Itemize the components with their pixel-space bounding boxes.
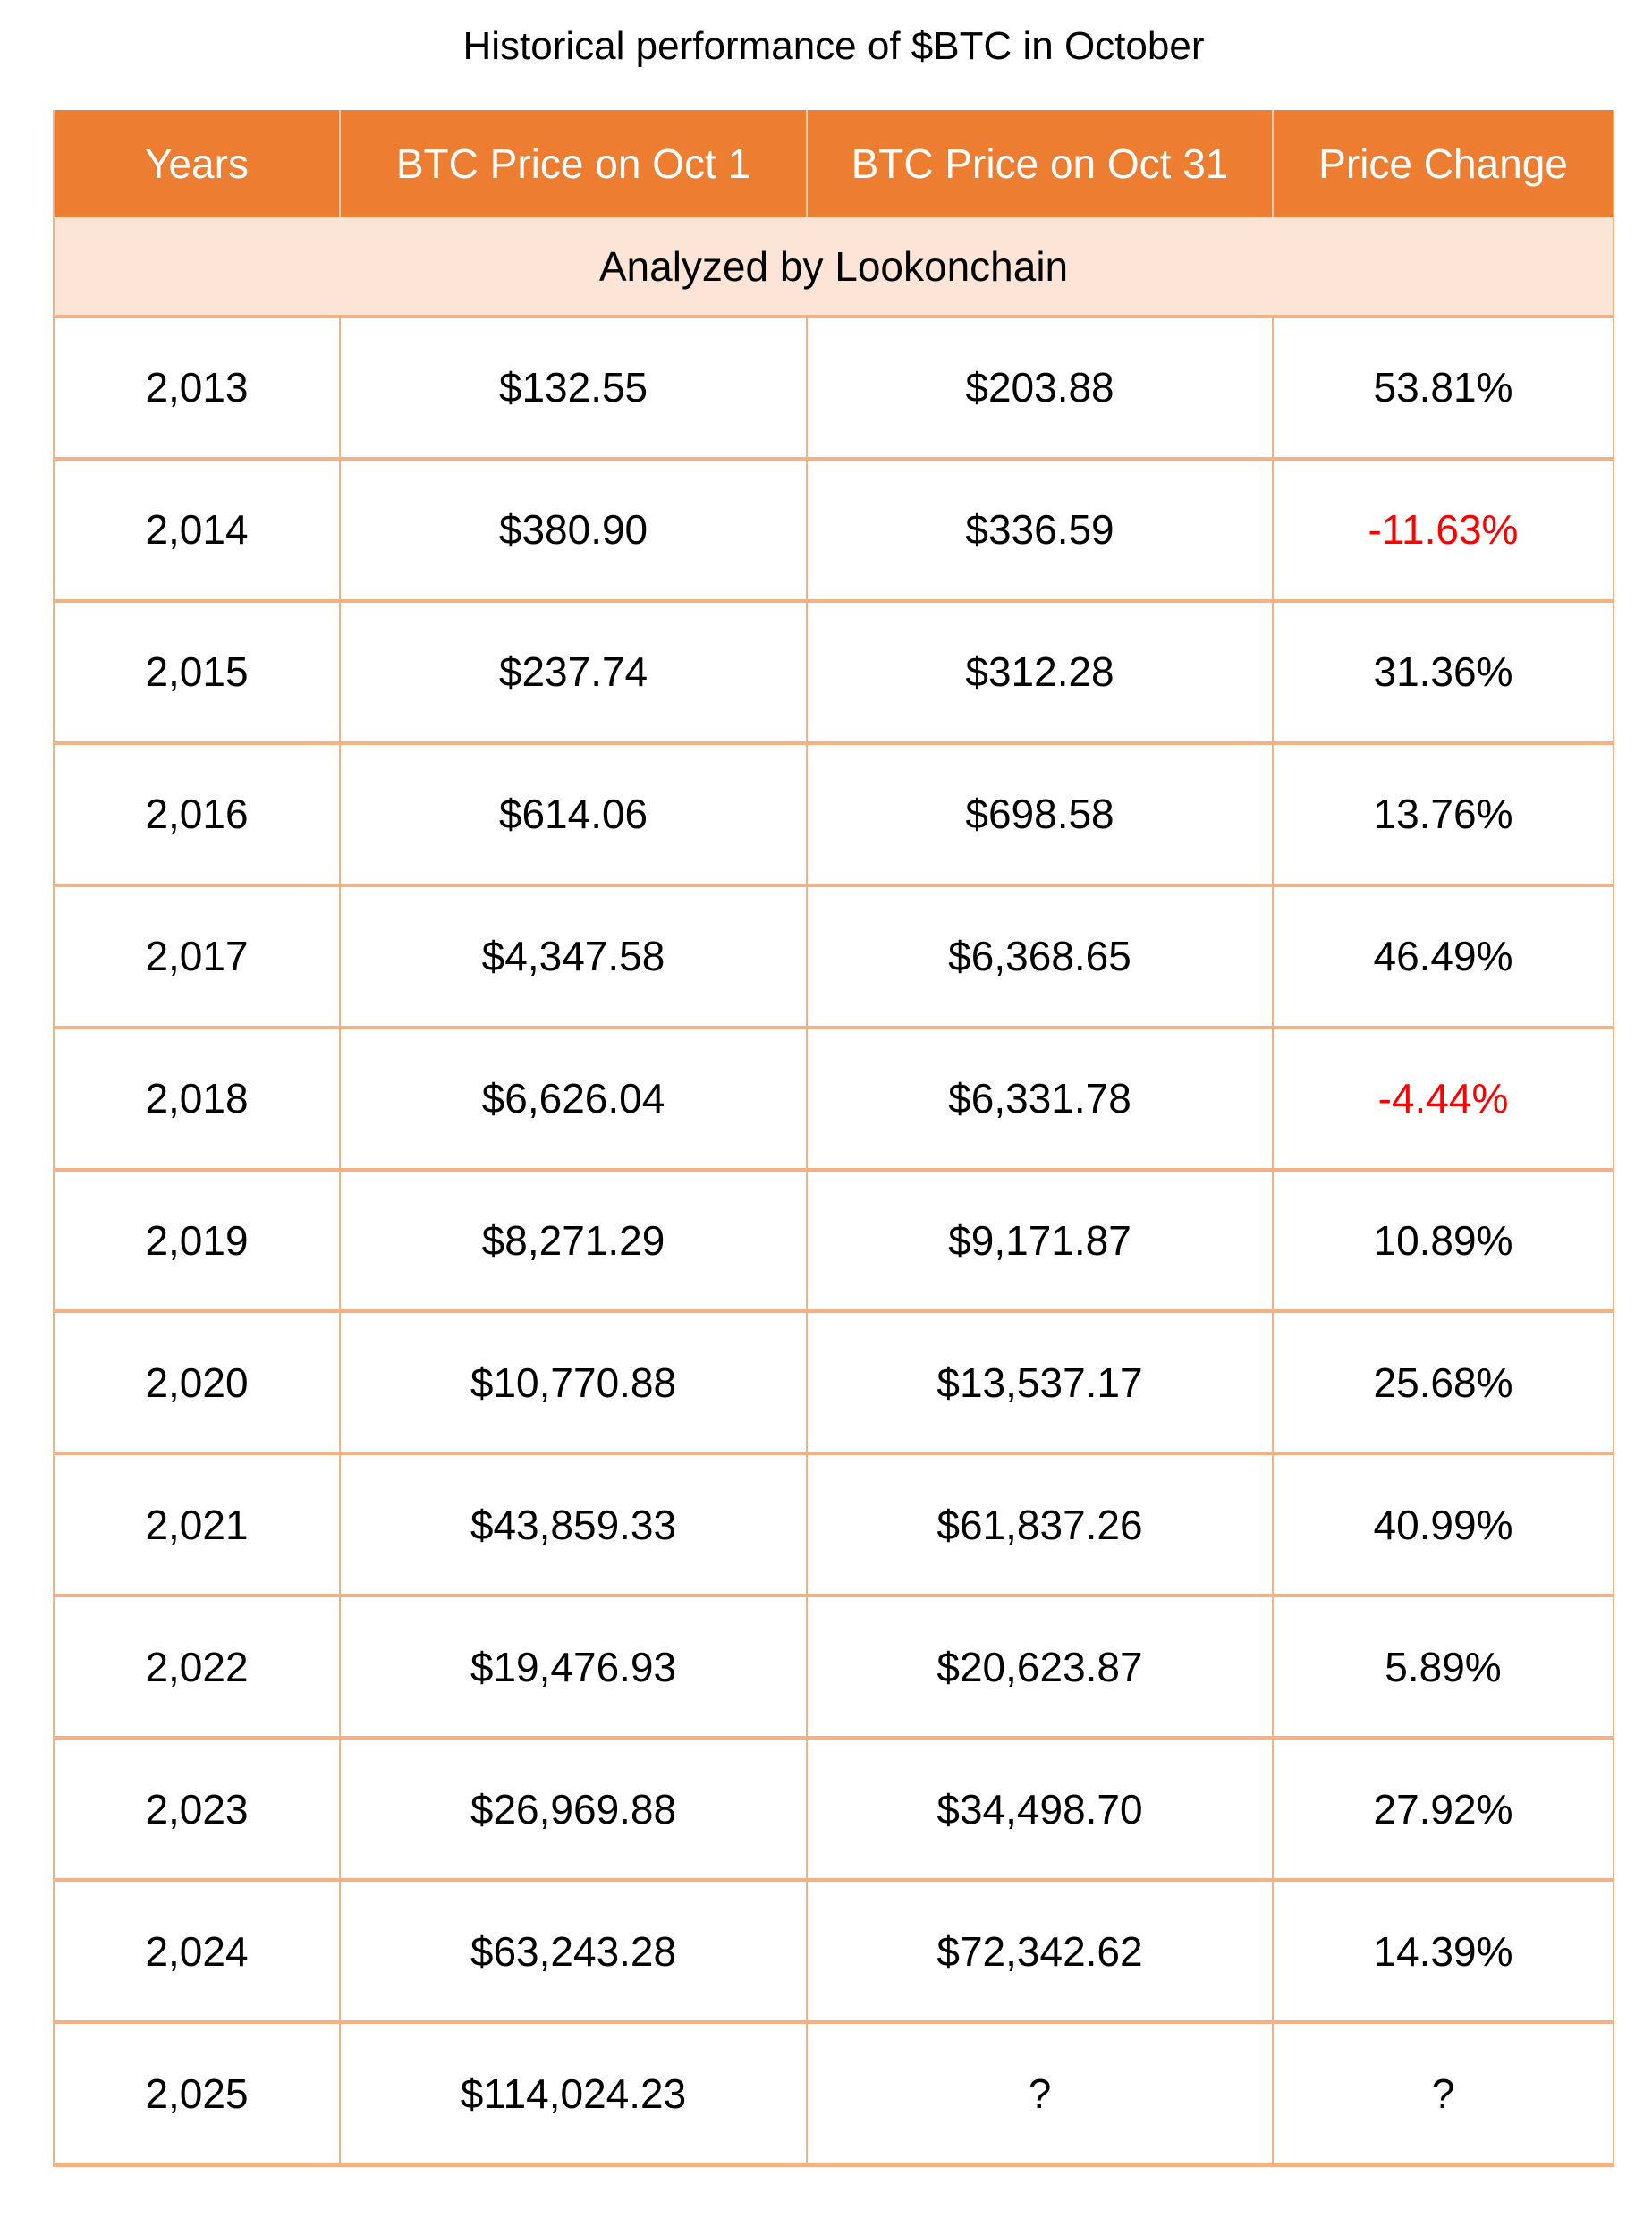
cell-year: 2,013 xyxy=(145,364,249,411)
table-row: 2,013 $132.55 $203.88 53.81% xyxy=(55,318,1613,461)
table-row: 2,019 $8,271.29 $9,171.87 10.89% xyxy=(55,1171,1613,1314)
cell-price-oct31: $6,368.65 xyxy=(806,886,1272,1026)
table-row: 2,014 $380.90 $336.59 -11.63% xyxy=(55,460,1613,603)
cell-price-oct1: $10,770.88 xyxy=(339,1313,806,1452)
cell-price-change: 53.81% xyxy=(1272,318,1613,457)
cell-year: 2,019 xyxy=(145,1216,249,1264)
cell-price-oct31: $20,623.87 xyxy=(806,1597,1272,1737)
cell-price-change: -11.63% xyxy=(1272,460,1613,599)
table-row: 2,020 $10,770.88 $13,537.17 25.68% xyxy=(55,1313,1613,1456)
cell-price-oct31: $312.28 xyxy=(806,602,1272,741)
cell-price-change: ? xyxy=(1272,2024,1613,2163)
cell-year: 2,022 xyxy=(145,1643,249,1690)
cell-price-oct31: $6,331.78 xyxy=(806,1029,1272,1168)
cell-year: 2,020 xyxy=(145,1359,249,1406)
cell-price-oct1: $237.74 xyxy=(339,602,806,741)
cell-year: 2,018 xyxy=(145,1075,249,1122)
cell-price-oct1: $132.55 xyxy=(339,318,806,457)
cell-price-oct1: $26,969.88 xyxy=(339,1740,806,1879)
cell-year: 2,025 xyxy=(145,2070,249,2117)
cell-price-change: 27.92% xyxy=(1272,1740,1613,1879)
page-title: Historical performance of $BTC in Octobe… xyxy=(462,24,1205,68)
cell-year: 2,023 xyxy=(145,1785,249,1833)
table-header-row: Years BTC Price on Oct 1 BTC Price on Oc… xyxy=(55,110,1613,217)
cell-year: 2,015 xyxy=(145,648,249,696)
cell-year: 2,016 xyxy=(145,791,249,838)
table-row: 2,021 $43,859.33 $61,837.26 40.99% xyxy=(55,1455,1613,1598)
cell-price-change: 5.89% xyxy=(1272,1597,1613,1737)
cell-price-oct1: $43,859.33 xyxy=(339,1455,806,1595)
cell-price-oct1: $380.90 xyxy=(339,460,806,599)
cell-price-oct31: $336.59 xyxy=(806,460,1272,599)
table-row: 2,025 $114,024.23?? xyxy=(55,2024,1613,2163)
cell-price-change: 25.68% xyxy=(1272,1313,1613,1452)
cell-price-change: 31.36% xyxy=(1272,602,1613,741)
table-row: 2,018 $6,626.04 $6,331.78 -4.44% xyxy=(55,1029,1613,1172)
cell-price-change: 40.99% xyxy=(1272,1455,1613,1595)
cell-price-oct31: $72,342.62 xyxy=(806,1882,1272,2021)
subtitle-text: Analyzed by Lookonchain xyxy=(598,242,1069,290)
table-row: 2,022 $19,476.93 $20,623.87 5.89% xyxy=(55,1597,1613,1740)
cell-price-oct1: $114,024.23 xyxy=(339,2024,806,2163)
cell-price-oct31: ? xyxy=(806,2024,1272,2163)
column-header-price-change: Price Change xyxy=(1272,110,1613,217)
cell-year: 2,014 xyxy=(145,506,249,554)
cell-price-oct31: $13,537.17 xyxy=(806,1313,1272,1452)
column-header-years: Years xyxy=(145,140,249,187)
cell-price-oct1: $19,476.93 xyxy=(339,1597,806,1737)
cell-year: 2,024 xyxy=(145,1927,249,1975)
column-header-btc-price-oct-1: BTC Price on Oct 1 xyxy=(339,110,806,217)
cell-year: 2,021 xyxy=(145,1501,249,1548)
cell-price-change: -4.44% xyxy=(1272,1029,1613,1168)
cell-price-change: 13.76% xyxy=(1272,744,1613,884)
btc-october-table: Years BTC Price on Oct 1 BTC Price on Oc… xyxy=(53,110,1614,2167)
cell-price-oct1: $4,347.58 xyxy=(339,886,806,1026)
cell-price-oct1: $8,271.29 xyxy=(339,1171,806,1310)
table-row: 2,017 $4,347.58 $6,368.65 46.49% xyxy=(55,886,1613,1029)
cell-price-oct31: $698.58 xyxy=(806,744,1272,884)
table-row: 2,015 $237.74 $312.28 31.36% xyxy=(55,602,1613,745)
table-row: 2,024 $63,243.28 $72,342.62 14.39% xyxy=(55,1882,1613,2025)
cell-price-oct31: $34,498.70 xyxy=(806,1740,1272,1879)
cell-price-change: 14.39% xyxy=(1272,1882,1613,2021)
table-row: 2,023 $26,969.88 $34,498.70 27.92% xyxy=(55,1740,1613,1883)
cell-price-oct31: $61,837.26 xyxy=(806,1455,1272,1595)
cell-price-oct31: $203.88 xyxy=(806,318,1272,457)
cell-price-change: 46.49% xyxy=(1272,886,1613,1026)
table-subtitle-row: Analyzed by Lookonchain xyxy=(55,217,1613,318)
table-row: 2,016 $614.06 $698.58 13.76% xyxy=(55,744,1613,887)
cell-price-oct31: $9,171.87 xyxy=(806,1171,1272,1310)
cell-price-change: 10.89% xyxy=(1272,1171,1613,1310)
cell-price-oct1: $614.06 xyxy=(339,744,806,884)
cell-year: 2,017 xyxy=(145,933,249,980)
table-body: 2,013 $132.55 $203.88 53.81% 2,014 $380.90 $33… xyxy=(55,318,1613,2163)
column-header-btc-price-oct-31: BTC Price on Oct 31 xyxy=(806,110,1272,217)
cell-price-oct1: $63,243.28 xyxy=(339,1882,806,2021)
cell-price-oct1: $6,626.04 xyxy=(339,1029,806,1168)
